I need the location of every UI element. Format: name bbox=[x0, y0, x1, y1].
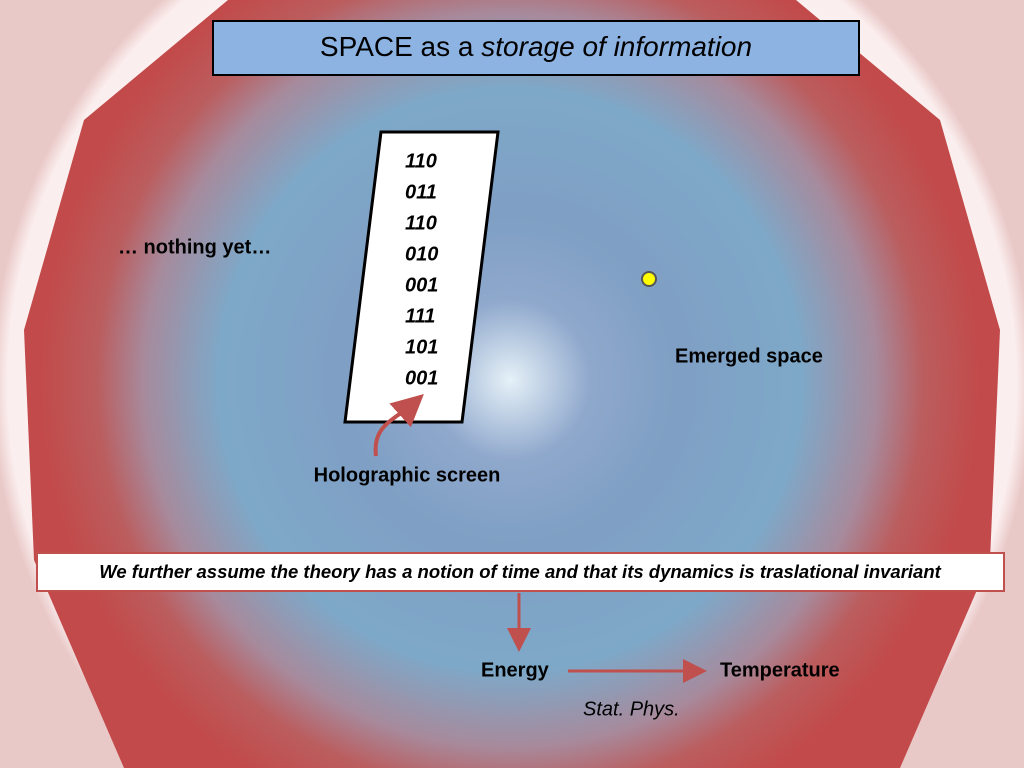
bit-row: 110 bbox=[405, 150, 437, 172]
bit-row: 101 bbox=[405, 336, 438, 358]
bit-row: 110 bbox=[405, 212, 437, 234]
title-text: SPACE as a bbox=[320, 31, 474, 62]
bit-row: 001 bbox=[405, 274, 438, 296]
holographic-label: Holographic screen bbox=[314, 464, 501, 486]
bit-row: 111 bbox=[405, 305, 435, 327]
title: SPACE as a storage of information bbox=[320, 31, 752, 62]
holographic-screen bbox=[343, 130, 500, 424]
title-box bbox=[212, 20, 860, 76]
assumption-text: We further assume the theory has a notio… bbox=[99, 561, 941, 582]
bit-row: 011 bbox=[405, 181, 437, 203]
point bbox=[641, 271, 657, 287]
assumption-box bbox=[36, 552, 1005, 592]
bit-row: 001 bbox=[405, 367, 438, 389]
title-emphasis: storage of information bbox=[481, 31, 752, 62]
space-disc bbox=[24, 0, 1000, 768]
emerged-label: Emerged space bbox=[675, 345, 823, 367]
stat-phys-label: Stat. Phys. bbox=[583, 698, 680, 720]
nothing-label: … nothing yet… bbox=[118, 236, 271, 258]
temperature-label: Temperature bbox=[720, 659, 840, 681]
bit-row: 010 bbox=[405, 243, 438, 265]
energy-label: Energy bbox=[481, 659, 550, 681]
screen-arrow bbox=[373, 393, 424, 457]
bits: 110 011 110 010 001 111 101 001 bbox=[405, 150, 438, 389]
